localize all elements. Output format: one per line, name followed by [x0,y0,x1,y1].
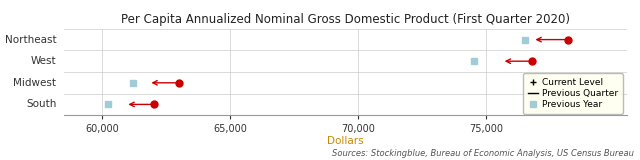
X-axis label: Dollars: Dollars [327,136,364,146]
Title: Per Capita Annualized Nominal Gross Domestic Product (First Quarter 2020): Per Capita Annualized Nominal Gross Dome… [121,13,570,26]
Text: Sources: Stockingblue, Bureau of Economic Analysis, US Census Bureau: Sources: Stockingblue, Bureau of Economi… [332,149,634,158]
Text: South: South [26,99,56,109]
Text: West: West [31,56,56,66]
Legend: Current Level, Previous Quarter, Previous Year: Current Level, Previous Quarter, Previou… [523,73,623,114]
Text: Midwest: Midwest [13,78,56,88]
Text: Northeast: Northeast [4,35,56,45]
